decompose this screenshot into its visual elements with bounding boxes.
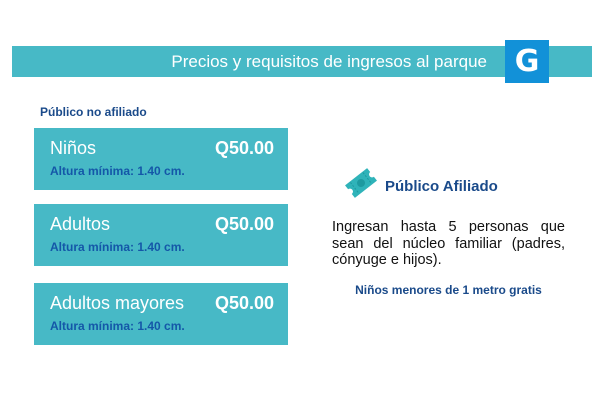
price-card-adultos-mayores: Adultos mayores Q50.00 Altura mínima: 1.… [34,283,288,345]
price-card-adultos: Adultos Q50.00 Altura mínima: 1.40 cm. [34,204,288,266]
card-note: Altura mínima: 1.40 cm. [50,319,185,333]
affiliated-header: Público Afiliado [341,164,498,202]
price-card-ninos: Niños Q50.00 Altura mínima: 1.40 cm. [34,128,288,190]
card-price: Q50.00 [214,214,274,234]
card-price: Q50.00 [214,138,274,158]
card-name: Adultos [50,214,111,234]
card-note: Altura mínima: 1.40 cm. [50,164,185,178]
affiliated-description: Ingresan hasta 5 personas que sean del n… [332,219,565,268]
non-affiliated-label: Público no afiliado [40,105,147,119]
affiliated-title: Público Afiliado [385,177,498,195]
card-name: Niños [50,138,97,158]
card-note: Altura mínima: 1.40 cm. [50,240,185,254]
card-name: Adultos mayores [50,293,185,313]
affiliated-note: Niños menores de 1 metro gratis [355,283,542,297]
logo-badge: G [505,40,549,83]
page-title: Precios y requisitos de ingresos al parq… [171,52,487,71]
card-price: Q50.00 [214,293,274,313]
header-bar: Precios y requisitos de ingresos al parq… [12,46,592,77]
ticket-icon [341,165,381,201]
